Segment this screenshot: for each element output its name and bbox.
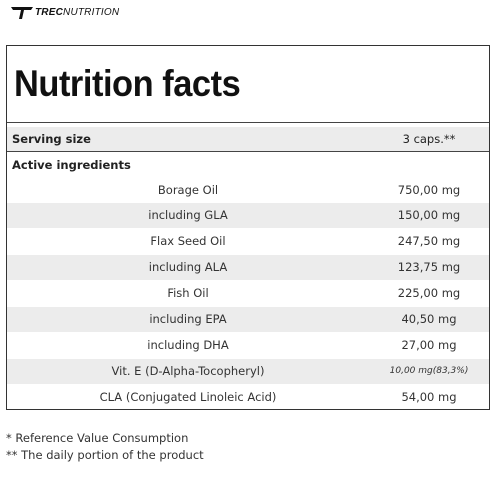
table-row: Flax Seed Oil 247,50 mg	[7, 229, 489, 254]
trec-mark-icon	[11, 7, 33, 19]
page-title: Nutrition facts	[14, 63, 241, 104]
ingredient-name: Flax Seed Oil	[150, 234, 226, 248]
ingredient-name: including ALA	[148, 260, 228, 274]
divider	[7, 151, 489, 152]
footnote: * Reference Value Consumption	[6, 431, 189, 445]
ingredient-name: including EPA	[149, 312, 227, 326]
ingredient-amount: 150,00 mg	[397, 208, 461, 222]
section-label: Active ingredients	[12, 158, 131, 172]
ingredient-name: Vit. E (D-Alpha-Tocopheryl)	[111, 364, 265, 378]
footnote: ** The daily portion of the product	[6, 448, 204, 462]
active-ingredients-header: Active ingredients	[7, 153, 489, 178]
serving-size-row: Serving size 3 caps.**	[7, 127, 489, 152]
ingredient-name: including DHA	[147, 338, 229, 352]
ingredient-name: Borage Oil	[157, 183, 219, 197]
ingredient-name: Fish Oil	[167, 286, 209, 300]
table-row: Vit. E (D-Alpha-Tocopheryl) 10,00 mg(83,…	[7, 359, 489, 384]
brand-logo: TRECNUTRITION	[11, 6, 119, 20]
table-row: Borage Oil 750,00 mg	[7, 178, 489, 203]
serving-size-label: Serving size	[12, 132, 91, 146]
ingredient-amount: 10,00 mg(83,3%)	[389, 366, 469, 376]
ingredient-amount: 27,00 mg	[401, 338, 457, 352]
table-row: including EPA 40,50 mg	[7, 307, 489, 332]
ingredient-amount: 123,75 mg	[397, 260, 461, 274]
table-row: Fish Oil 225,00 mg	[7, 281, 489, 306]
ingredient-amount: 40,50 mg	[401, 312, 457, 326]
nutrition-panel: Nutrition facts Serving size 3 caps.** A…	[6, 45, 490, 410]
ingredient-amount: 225,00 mg	[397, 286, 461, 300]
table-row: CLA (Conjugated Linoleic Acid) 54,00 mg	[7, 385, 489, 410]
serving-size-value: 3 caps.**	[402, 132, 456, 146]
brand-name: TRECNUTRITION	[35, 7, 120, 18]
ingredient-amount: 54,00 mg	[401, 390, 457, 404]
footnotes: * Reference Value Consumption ** The dai…	[6, 430, 204, 464]
ingredient-amount: 750,00 mg	[397, 183, 461, 197]
ingredient-name: including GLA	[148, 208, 228, 222]
table-row: including ALA 123,75 mg	[7, 255, 489, 280]
table-row: including DHA 27,00 mg	[7, 333, 489, 358]
ingredient-amount: 247,50 mg	[397, 234, 461, 248]
ingredient-name: CLA (Conjugated Linoleic Acid)	[99, 390, 277, 404]
divider	[7, 122, 489, 123]
table-row: including GLA 150,00 mg	[7, 203, 489, 228]
